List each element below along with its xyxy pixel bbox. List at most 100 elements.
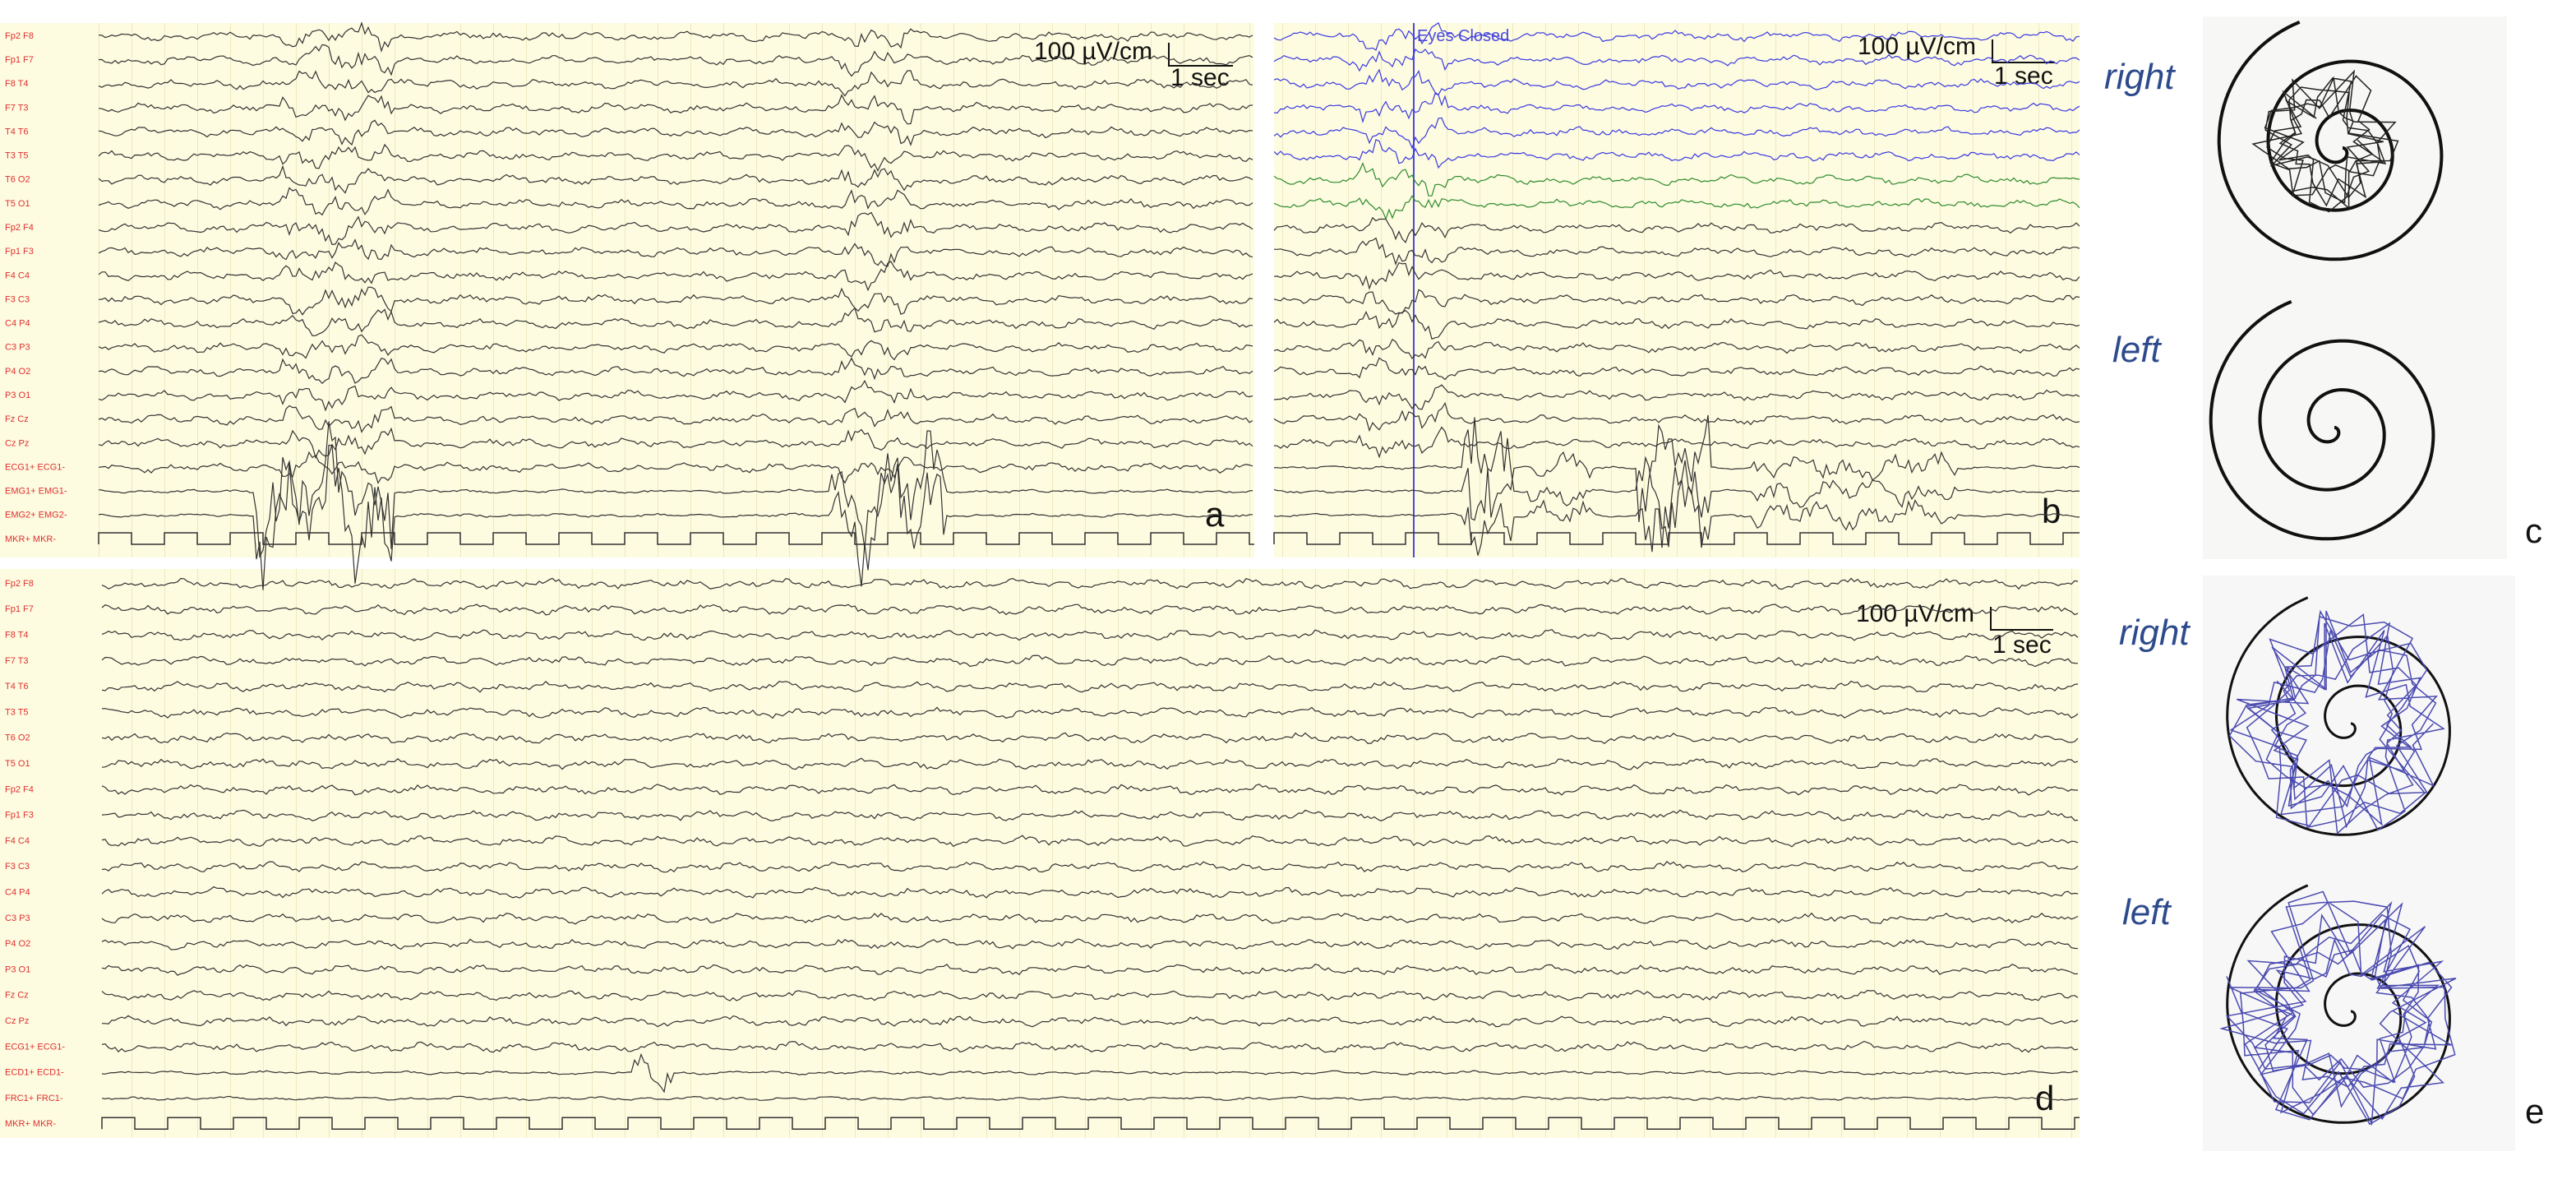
eeg-trace [98, 261, 1253, 292]
channel-label: C3 P3 [5, 913, 30, 923]
channel-label: F3 C3 [5, 294, 30, 304]
eeg-trace [98, 405, 1253, 433]
eeg-trace [98, 143, 1253, 172]
eeg-trace [98, 70, 1253, 97]
template-spiral [2226, 596, 2451, 836]
eeg-trace [1273, 357, 2080, 381]
channel-label: T5 O1 [5, 199, 30, 209]
channel-label: Cz Pz [5, 1016, 29, 1026]
eeg-trace [101, 1052, 2079, 1094]
eeg-trace [99, 44, 1253, 77]
time-scale: 1 sec [1994, 62, 2053, 90]
channel-label: T3 T5 [5, 707, 29, 717]
hand-label: right [2119, 613, 2191, 653]
panel-letter: e [2525, 1092, 2544, 1131]
channel-label: ECG1+ ECG1- [5, 1042, 65, 1052]
eeg-trace [1273, 237, 2080, 266]
channel-label: EMG2+ EMG2- [5, 511, 67, 520]
eeg-trace [1273, 261, 2080, 290]
panel-d-grid [102, 569, 2080, 1138]
channel-label: Fp1 F7 [5, 604, 34, 614]
channel-label: Fp2 F8 [5, 579, 34, 589]
eeg-trace [101, 629, 2079, 641]
channel-label: P4 O2 [5, 367, 30, 377]
eeg-trace [1273, 460, 2080, 556]
eeg-trace [98, 94, 1253, 125]
panel-letter: c [2525, 511, 2542, 550]
channel-label: P4 O2 [5, 939, 30, 949]
channel-label: F7 T3 [5, 103, 29, 113]
panel-a-grid [99, 23, 1254, 557]
eeg-trace [101, 989, 2079, 1001]
eeg-trace [1273, 414, 2080, 522]
channel-label: Fp2 F8 [5, 31, 34, 41]
eeg-trace [101, 861, 2079, 873]
eeg-trace [1273, 161, 2080, 197]
eeg-trace [101, 577, 2079, 590]
eeg-trace [98, 286, 1253, 316]
channel-label: T4 T6 [5, 682, 29, 691]
channel-label: T6 O2 [5, 733, 30, 743]
eeg-trace [1273, 426, 2080, 459]
eeg-trace [101, 757, 2079, 770]
channel-label: F8 T4 [5, 79, 29, 89]
channel-label: T5 O1 [5, 759, 30, 769]
eeg-trace [1273, 384, 2080, 410]
hand-label: right [2104, 57, 2176, 97]
channel-label: C4 P4 [5, 888, 30, 898]
eeg-trace [98, 421, 1253, 558]
channel-label: P3 O1 [5, 964, 30, 974]
eeg-trace [1273, 92, 2080, 123]
eeg-trace [101, 835, 2079, 848]
scale-bar [1168, 43, 1233, 67]
channel-label: F3 C3 [5, 862, 30, 872]
channel-label: Cz Pz [5, 438, 29, 448]
eeg-trace [101, 809, 2079, 822]
eeg-trace [98, 451, 1253, 484]
channel-label: F4 C4 [5, 271, 30, 280]
eeg-trace [1273, 338, 2080, 359]
channel-label: Fp1 F3 [5, 247, 34, 257]
drawing-trace [2219, 890, 2457, 1126]
channel-label: C3 P3 [5, 343, 30, 353]
eeg-trace [1273, 139, 2080, 169]
channel-label: Fp1 F3 [5, 811, 34, 821]
channel-label: EMG1+ EMG1- [5, 487, 67, 497]
drawing-trace [2251, 69, 2399, 213]
channel-label: Fp1 F7 [5, 55, 34, 65]
marker-trace [1273, 532, 2080, 545]
amplitude-scale: 100 µV/cm [1034, 38, 1152, 65]
channel-label: F7 T3 [5, 656, 29, 666]
eeg-trace [101, 964, 2079, 976]
eeg-trace [1273, 216, 2080, 243]
channel-label: Fz Cz [5, 414, 29, 424]
eeg-trace [1273, 431, 2080, 548]
eeg-trace [1273, 117, 2080, 150]
hand-label: left [2112, 330, 2162, 370]
eeg-trace [101, 912, 2079, 925]
hand-label: left [2122, 892, 2172, 932]
eeg-trace [98, 164, 1253, 194]
eeg-trace [98, 211, 1253, 245]
panel-letter: b [2042, 492, 2061, 530]
eeg-trace [101, 886, 2079, 899]
channel-label: FRC1+ FRC1- [5, 1094, 63, 1103]
eeg-trace [98, 307, 1253, 336]
amplitude-scale: 100 µV/cm [1856, 600, 1974, 627]
marker-trace [98, 532, 1254, 545]
eeg-trace [98, 427, 1253, 460]
eeg-trace [98, 119, 1253, 146]
channel-label: ECG1+ ECG1- [5, 462, 65, 472]
template-spiral [2209, 299, 2435, 541]
eeg-trace [98, 238, 1253, 267]
eeg-trace [98, 21, 1253, 53]
eeg-trace [98, 444, 1253, 590]
channel-label: ECD1+ ECD1- [5, 1068, 64, 1078]
channel-label: F8 T4 [5, 631, 29, 641]
eeg-trace [98, 334, 1253, 361]
channel-label: T3 T5 [5, 151, 29, 161]
eeg-trace [101, 604, 2079, 616]
channel-label: Fp2 F4 [5, 223, 34, 233]
channel-label: MKR+ MKR- [5, 1119, 56, 1129]
